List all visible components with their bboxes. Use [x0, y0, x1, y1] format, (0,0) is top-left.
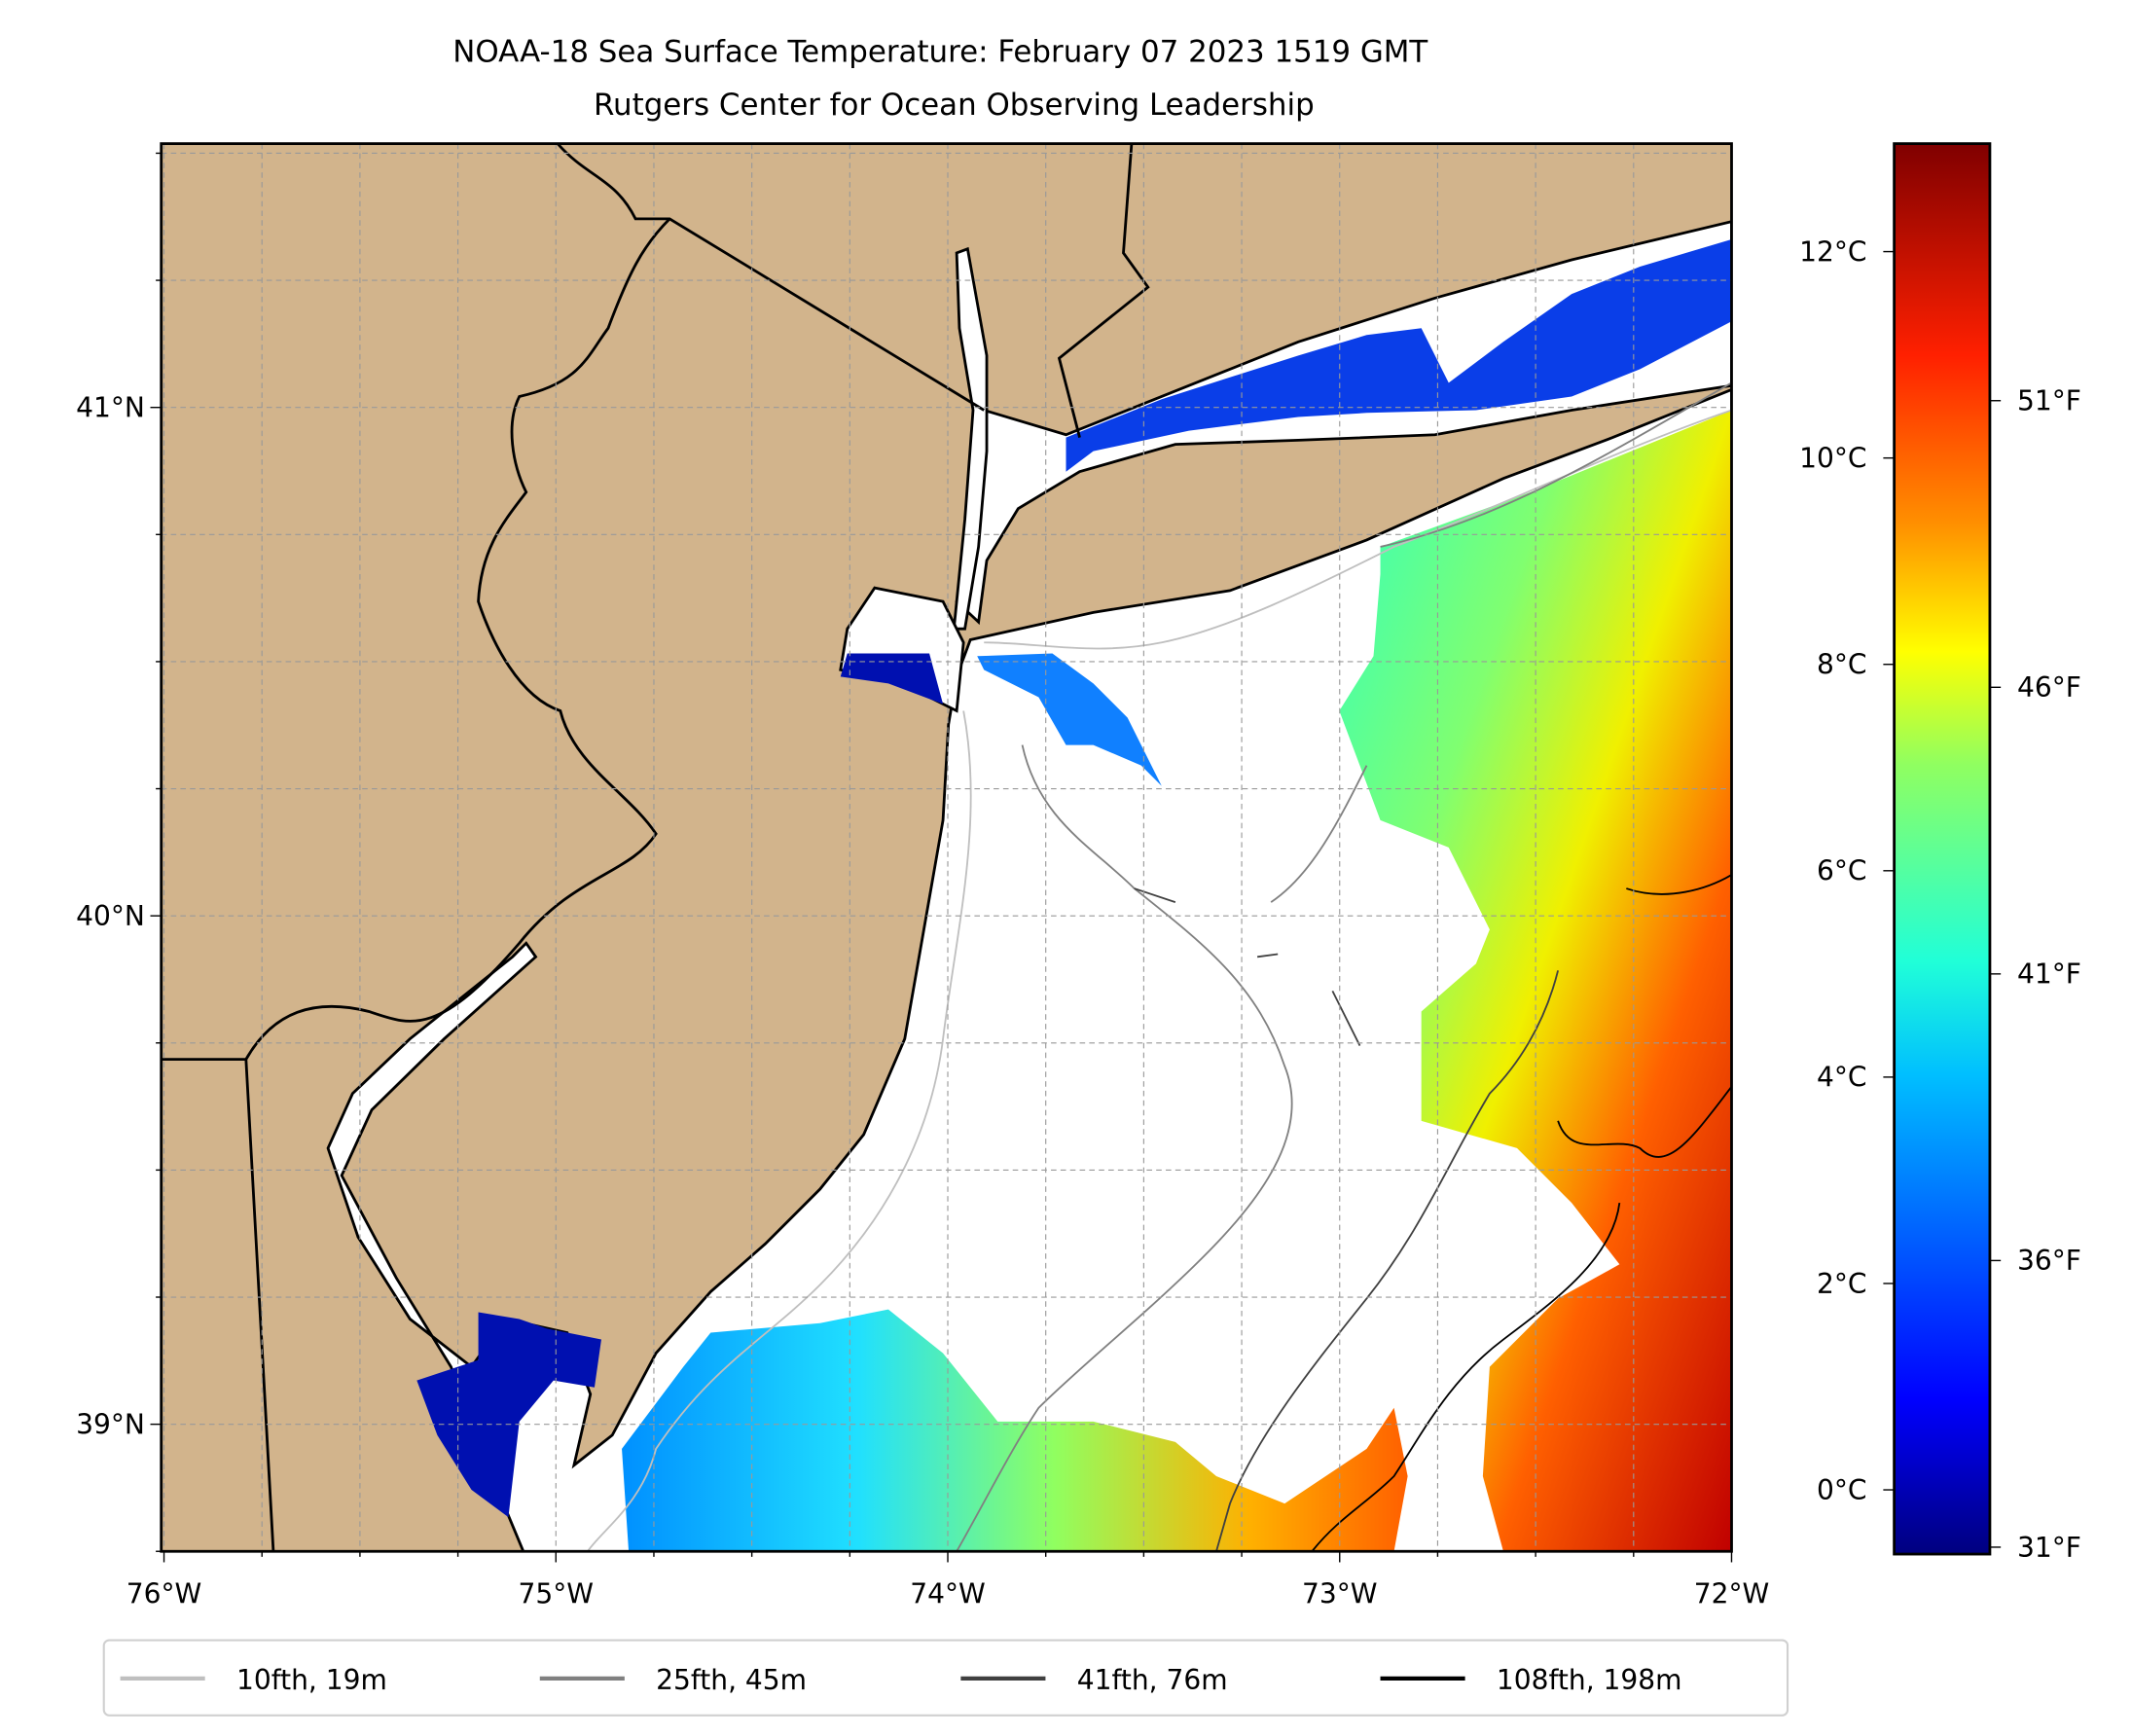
y-tick-label: 39°N — [76, 1408, 145, 1440]
contour-25fth — [956, 381, 1732, 1552]
sst-ny-harbor — [840, 653, 944, 705]
x-tick-label: 73°W — [1302, 1578, 1378, 1610]
hudson-river — [952, 246, 989, 631]
state-boundaries — [161, 143, 1150, 1552]
y-tick-label: 40°N — [76, 900, 145, 932]
map-area — [161, 143, 1732, 1552]
legend-label: 108fth, 198m — [1497, 1664, 1682, 1696]
x-tick-label: 74°W — [910, 1578, 986, 1610]
x-axis-ticks: 76°W 75°W 74°W 73°W 72°W — [126, 1551, 1770, 1610]
contour-41fth — [1134, 887, 1560, 1552]
colorbar-c-label: 12°C — [1799, 235, 1866, 268]
colorbar-c-label: 8°C — [1817, 649, 1867, 681]
colorbar-f-label: 46°F — [2017, 671, 2081, 704]
isobath-contours — [587, 381, 1732, 1552]
colorbar-c-label: 2°C — [1817, 1268, 1867, 1300]
sst-hudson-plume — [977, 653, 1162, 786]
legend-label: 41fth, 76m — [1077, 1664, 1228, 1696]
sst-long-island-sound — [1066, 238, 1732, 472]
contour-108fth — [1311, 874, 1732, 1552]
colorbar-fahrenheit-ticks: 31°F 36°F 41°F 46°F 51°F — [1989, 385, 2081, 1564]
colorbar-c-label: 0°C — [1817, 1474, 1867, 1506]
colorbar-f-label: 41°F — [2017, 958, 2081, 991]
legend-label: 10fth, 19m — [236, 1664, 387, 1696]
colorbar-c-label: 6°C — [1817, 855, 1867, 887]
legend-label: 25fth, 45m — [656, 1664, 807, 1696]
colorbar-c-label: 4°C — [1817, 1062, 1867, 1094]
colorbar — [1893, 142, 1992, 1556]
colorbar-c-label: 10°C — [1799, 442, 1866, 474]
sst-delaware-bay — [416, 1312, 601, 1518]
x-tick-label: 76°W — [126, 1578, 202, 1610]
map-frame — [160, 142, 1733, 1553]
legend: 10fth, 19m 25fth, 45m 41fth, 76m 108fth, 19… — [102, 1639, 1789, 1717]
y-tick-label: 41°N — [76, 392, 145, 424]
colorbar-celsius-ticks: 0°C 2°C 4°C 6°C 8°C 10°C 12°C — [1799, 235, 1895, 1506]
x-tick-label: 72°W — [1694, 1578, 1770, 1610]
legend-entries: 10fth, 19m 25fth, 45m 41fth, 76m 108fth, 19… — [120, 1664, 1682, 1696]
y-axis-ticks: 39°N 40°N 41°N — [76, 152, 162, 1552]
gridlines — [161, 143, 1732, 1552]
contour-10fth — [587, 409, 1732, 1552]
title-line-2: Rutgers Center for Ocean Observing Leade… — [594, 88, 1315, 123]
colorbar-f-label: 51°F — [2017, 385, 2081, 417]
colorbar-f-label: 36°F — [2017, 1245, 2081, 1277]
title-line-1: NOAA-18 Sea Surface Temperature: Februar… — [452, 34, 1427, 69]
colorbar-f-label: 31°F — [2017, 1532, 2081, 1564]
x-tick-label: 75°W — [519, 1578, 595, 1610]
legend-frame — [102, 1639, 1789, 1717]
sst-south-band — [622, 1309, 1408, 1552]
